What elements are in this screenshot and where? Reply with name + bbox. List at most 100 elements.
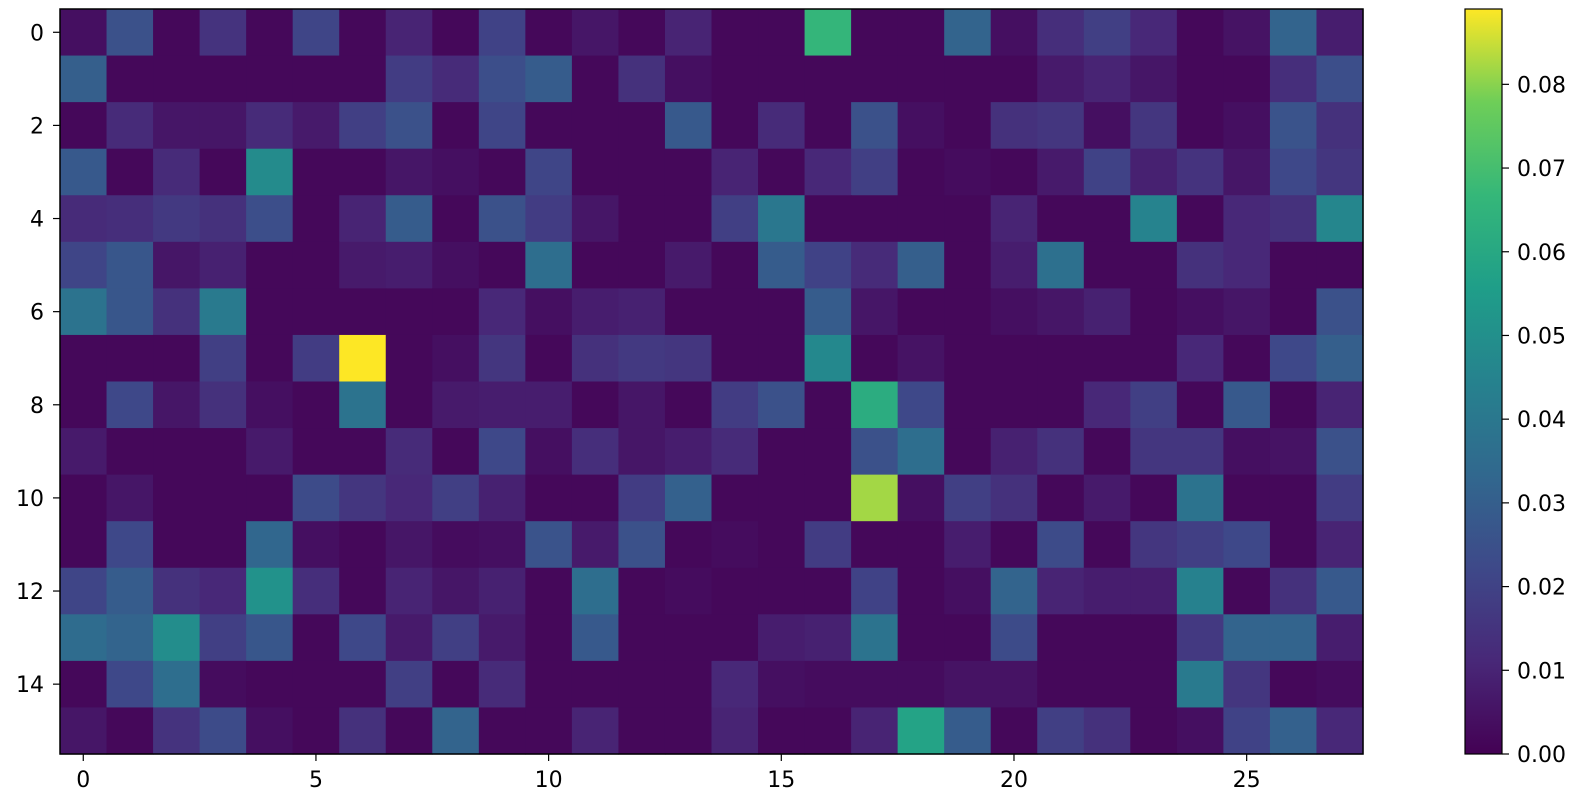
heatmap-cell — [664, 614, 713, 662]
y-tick-label: 14 — [16, 673, 44, 698]
heatmap-cell — [153, 334, 201, 383]
heatmap-cell — [339, 660, 387, 709]
heatmap-cell — [153, 241, 201, 289]
heatmap-cell — [292, 567, 340, 615]
heatmap-cell — [153, 474, 201, 522]
heatmap-cell — [664, 334, 713, 383]
heatmap-cell — [106, 707, 154, 755]
heatmap-cell — [1037, 195, 1085, 243]
heatmap-cell — [292, 241, 340, 289]
heatmap-cell — [944, 148, 992, 196]
heatmap-cell — [478, 660, 526, 709]
heatmap-cell — [292, 521, 340, 569]
heatmap-cell — [804, 660, 852, 709]
heatmap-cell — [618, 241, 666, 289]
heatmap-cell — [525, 241, 573, 289]
heatmap-cell — [990, 707, 1038, 755]
heatmap-cell — [1037, 288, 1085, 336]
heatmap-cell — [758, 567, 806, 615]
heatmap-cell — [1176, 102, 1224, 150]
heatmap-cell — [664, 660, 713, 709]
heatmap-cell — [339, 241, 387, 289]
heatmap-cell — [1176, 241, 1224, 289]
heatmap-cell — [1176, 660, 1224, 709]
heatmap-cell — [990, 521, 1038, 569]
heatmap-cell — [199, 334, 247, 383]
heatmap-cell — [292, 102, 340, 150]
heatmap-cell — [664, 521, 713, 569]
heatmap-cell — [1130, 9, 1178, 57]
heatmap-cell — [1083, 334, 1131, 383]
y-tick-label: 12 — [16, 580, 44, 605]
heatmap-cell — [246, 614, 294, 662]
heatmap-cell — [246, 567, 294, 615]
heatmap-cell — [60, 381, 108, 429]
heatmap-cell — [711, 660, 759, 709]
heatmap-cell — [385, 707, 433, 755]
heatmap-cell — [292, 288, 340, 336]
heatmap-cell — [1083, 55, 1131, 103]
heatmap-cell — [1083, 521, 1131, 569]
heatmap-cell — [990, 334, 1038, 383]
heatmap-cell — [1130, 55, 1178, 103]
heatmap-cell — [432, 474, 480, 522]
x-tick-label: 0 — [76, 768, 90, 793]
heatmap-cell — [1223, 381, 1271, 429]
heatmap-cell — [711, 148, 759, 196]
heatmap-cell — [385, 334, 433, 383]
heatmap-cell — [525, 660, 573, 709]
heatmap-cell — [525, 707, 573, 755]
heatmap-cell — [153, 614, 201, 662]
heatmap-cell — [1083, 428, 1131, 476]
heatmap-cell — [944, 521, 992, 569]
heatmap-cell — [432, 614, 480, 662]
heatmap-cell — [1083, 9, 1131, 57]
heatmap-cell — [618, 195, 666, 243]
heatmap-cell — [664, 288, 713, 336]
heatmap-cell — [571, 148, 620, 196]
heatmap-cell — [758, 428, 806, 476]
heatmap-cell — [897, 9, 945, 57]
heatmap-cell — [246, 334, 294, 383]
heatmap-cell — [618, 521, 666, 569]
heatmap-cell — [1269, 428, 1318, 476]
heatmap-cell — [478, 148, 526, 196]
heatmap-cell — [1083, 614, 1131, 662]
heatmap-cell — [153, 55, 201, 103]
heatmap-cell — [199, 241, 247, 289]
heatmap-cell — [1269, 660, 1318, 709]
heatmap-cell — [60, 614, 108, 662]
heatmap-cells — [60, 9, 1364, 755]
heatmap-cell — [246, 288, 294, 336]
heatmap-cell — [1223, 148, 1271, 196]
heatmap-cell — [1223, 195, 1271, 243]
heatmap-cell — [1176, 288, 1224, 336]
heatmap-cell — [478, 334, 526, 383]
heatmap-cell — [618, 428, 666, 476]
heatmap-cell — [1037, 55, 1085, 103]
heatmap-cell — [618, 660, 666, 709]
heatmap-cell — [618, 9, 666, 57]
heatmap-cell — [432, 195, 480, 243]
heatmap-cell — [990, 660, 1038, 709]
y-tick-label: 10 — [16, 487, 44, 512]
heatmap-cell — [1130, 148, 1178, 196]
heatmap-cell — [478, 55, 526, 103]
heatmap-cell — [804, 55, 852, 103]
heatmap-cell — [804, 9, 852, 57]
heatmap-cell — [897, 707, 945, 755]
heatmap-cell — [1130, 660, 1178, 709]
heatmap-cell — [1223, 474, 1271, 522]
heatmap-cell — [339, 474, 387, 522]
heatmap-cell — [1316, 288, 1364, 336]
heatmap-cell — [711, 334, 759, 383]
heatmap-cell — [199, 148, 247, 196]
heatmap-cell — [1037, 660, 1085, 709]
heatmap-cell — [1037, 148, 1085, 196]
heatmap-cell — [199, 614, 247, 662]
heatmap-cell — [153, 707, 201, 755]
heatmap-cell — [1130, 241, 1178, 289]
heatmap-cell — [385, 381, 433, 429]
heatmap-cell — [944, 9, 992, 57]
heatmap-cell — [758, 707, 806, 755]
